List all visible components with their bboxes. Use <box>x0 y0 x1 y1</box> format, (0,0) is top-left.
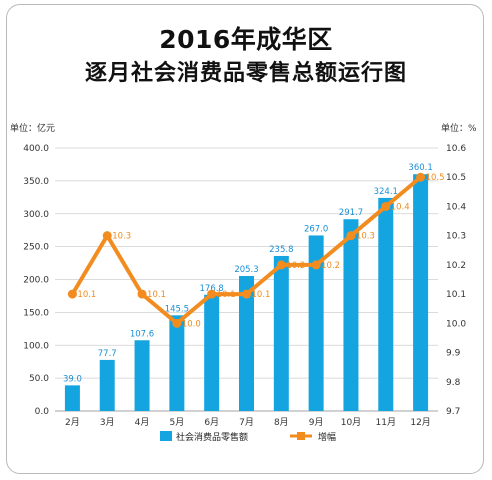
right-tick-label: 10.3 <box>446 232 466 242</box>
bar <box>343 219 359 411</box>
bar-value-label: 107.6 <box>130 329 154 339</box>
right-tick-label: 9.8 <box>446 378 461 388</box>
x-tick-label: 4月 <box>135 417 150 428</box>
right-tick-label: 10.1 <box>446 290 466 300</box>
bar-value-label: 176.8 <box>200 284 224 294</box>
bar-value-label: 360.1 <box>408 163 432 173</box>
line-value-label: 10.1 <box>77 290 96 300</box>
left-tick-label: 0.0 <box>35 407 50 417</box>
left-tick-label: 300.0 <box>23 210 49 220</box>
bar-value-label: 39.0 <box>63 374 82 384</box>
bar <box>169 315 185 411</box>
bar <box>239 276 254 411</box>
left-tick-label: 350.0 <box>23 177 49 187</box>
right-tick-label: 9.7 <box>446 407 460 417</box>
chart-subtitle: 逐月社会消费品零售总额运行图 <box>84 61 407 86</box>
bar <box>413 174 429 411</box>
left-tick-label: 150.0 <box>23 308 49 318</box>
line-value-label: 10.1 <box>217 290 236 300</box>
line-point <box>346 231 356 241</box>
line-point <box>276 260 286 270</box>
legend-swatch-bar <box>160 431 172 441</box>
x-tick-label: 7月 <box>239 417 254 428</box>
right-tick-label: 10.2 <box>446 261 466 271</box>
bar <box>378 197 394 411</box>
bar-value-label: 291.7 <box>339 208 363 218</box>
line-value-label: 10.2 <box>286 261 305 271</box>
line-value-label: 10.1 <box>147 290 166 300</box>
line-value-label: 10.3 <box>112 232 131 242</box>
x-tick-label: 11月 <box>376 417 396 428</box>
right-tick-label: 10.4 <box>446 202 466 212</box>
bar-value-label: 267.0 <box>304 224 328 234</box>
line-value-label: 10.1 <box>252 290 271 300</box>
bar-value-label: 77.7 <box>98 349 117 359</box>
bar <box>64 385 80 411</box>
bar-value-label: 235.8 <box>269 245 293 255</box>
bar <box>134 340 150 411</box>
x-tick-label: 2月 <box>65 417 80 428</box>
left-tick-label: 100.0 <box>23 341 49 351</box>
x-tick-label: 3月 <box>100 417 115 428</box>
legend-label-line: 增幅 <box>318 431 336 443</box>
x-tick-label: 12月 <box>410 417 430 428</box>
bar <box>204 294 220 411</box>
legend-label-bar: 社会消费品零售额 <box>176 431 248 443</box>
line-value-label: 10.3 <box>356 232 375 242</box>
left-axis-unit: 单位：亿元 <box>10 122 55 134</box>
x-tick-label: 8月 <box>274 417 289 428</box>
x-tick-label: 5月 <box>169 417 184 428</box>
line-value-label: 10.0 <box>182 319 201 329</box>
right-tick-label: 10.5 <box>446 173 466 183</box>
line-point <box>311 260 321 270</box>
bar-value-label: 324.1 <box>374 187 398 197</box>
legend-marker-line <box>297 432 305 440</box>
bar-value-label: 205.3 <box>234 265 258 275</box>
line-point <box>172 318 182 328</box>
bar <box>308 235 324 411</box>
bar <box>99 359 115 411</box>
x-tick-label: 9月 <box>309 417 324 428</box>
line-point <box>137 289 147 299</box>
left-tick-label: 50.0 <box>29 374 49 384</box>
line-value-label: 10.2 <box>321 261 340 271</box>
left-tick-label: 200.0 <box>23 276 49 286</box>
chart-title: 2016年成华区 <box>159 25 333 54</box>
right-tick-label: 9.9 <box>446 349 461 359</box>
line-point <box>67 289 77 299</box>
right-tick-label: 10.6 <box>446 144 466 154</box>
line-point <box>381 201 391 211</box>
left-tick-label: 400.0 <box>23 144 49 154</box>
line-point <box>102 231 112 241</box>
line-point <box>207 289 217 299</box>
line-value-label: 10.4 <box>391 202 410 212</box>
line-point <box>242 289 251 299</box>
line-point <box>416 172 426 182</box>
right-tick-label: 10.0 <box>446 319 466 329</box>
right-axis-unit: 单位：% <box>441 122 477 134</box>
left-tick-label: 250.0 <box>23 243 49 253</box>
bar <box>273 255 289 411</box>
bar-value-label: 145.5 <box>165 304 189 314</box>
x-tick-label: 10月 <box>341 417 361 428</box>
line-value-label: 10.5 <box>426 173 445 183</box>
x-tick-label: 6月 <box>204 417 219 428</box>
